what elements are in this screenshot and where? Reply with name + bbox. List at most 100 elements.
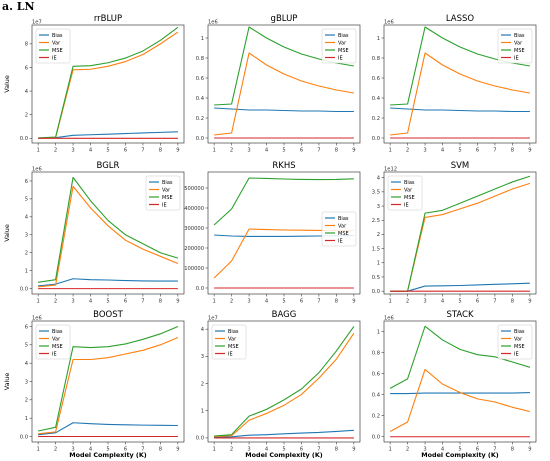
x-tick-label: 8 — [159, 447, 162, 453]
x-tick-label: 7 — [317, 299, 320, 305]
subplot-rkhs: RKHS 0.0 100000 200000 300000 400000 500000 1 2 3… — [184, 161, 361, 305]
axis-multiplier: 1e12 — [384, 167, 397, 173]
legend-label-ie: IE — [338, 55, 343, 61]
x-tick-label: 1 — [212, 447, 215, 453]
y-tick-label: 1 — [25, 268, 28, 274]
x-tick-label: 3 — [247, 447, 250, 453]
x-tick-label: 4 — [441, 447, 445, 453]
legend-label-ie: IE — [162, 202, 167, 208]
y-tick-label: 3.5 — [372, 190, 380, 196]
x-tick-label: 5 — [458, 299, 461, 305]
x-tick-label: 8 — [511, 148, 514, 154]
legend-box — [321, 211, 357, 247]
y-tick-label: 2 — [25, 251, 28, 257]
y-tick-label: 8 — [25, 42, 28, 48]
legend-label-var: Var — [52, 336, 61, 342]
x-tick-label: 3 — [71, 447, 74, 453]
series-line-mse — [38, 176, 179, 283]
series-line-bias — [214, 107, 354, 113]
x-tick-label: 7 — [317, 148, 320, 154]
axis-multiplier: 1e7 — [208, 316, 218, 322]
legend-box — [497, 28, 533, 64]
legend-label-bias: Bias — [162, 180, 173, 186]
y-tick-label: 0.8 — [196, 56, 204, 62]
legend-label-var: Var — [338, 40, 347, 46]
y-tick-label: 200000 — [184, 246, 204, 252]
y-tick-label: 0.0 — [372, 435, 380, 441]
series-line-mse — [38, 26, 179, 139]
y-tick-label: 3 — [377, 204, 380, 210]
x-tick-label: 2 — [54, 447, 57, 453]
y-tick-label: 0.0 — [20, 286, 28, 292]
y-tick-label: 6 — [25, 179, 28, 185]
x-tick-label: 2 — [406, 299, 409, 305]
legend-label-var: Var — [514, 336, 523, 342]
x-tick-label: 6 — [300, 148, 303, 154]
y-tick-label: 0.0 — [20, 434, 28, 440]
x-tick-label: 1 — [36, 447, 39, 453]
y-tick-label: 100000 — [184, 266, 204, 272]
x-tick-label: 4 — [441, 148, 445, 154]
x-tick-label: 1 — [36, 299, 39, 305]
series-line-mse — [213, 177, 354, 226]
subplot-title: BGLR — [97, 161, 120, 171]
y-tick-label: 0.2 — [196, 116, 204, 122]
y-tick-label: 0.0 — [196, 436, 204, 442]
x-tick-label: 7 — [493, 148, 496, 154]
x-tick-label: 9 — [176, 299, 179, 305]
legend-label-bias: Bias — [404, 180, 415, 186]
x-tick-label: 6 — [300, 447, 303, 453]
x-tick-label: 8 — [335, 148, 338, 154]
y-tick-label: 3 — [25, 379, 28, 385]
x-tick-label: 5 — [106, 447, 109, 453]
x-tick-label: 6 — [124, 148, 127, 154]
legend-label-ie: IE — [228, 351, 233, 357]
x-tick-label: 7 — [493, 447, 496, 453]
x-tick-label: 4 — [441, 299, 445, 305]
legend-label-mse: MSE — [514, 344, 525, 350]
series-line-mse — [389, 325, 531, 389]
x-tick-label: 9 — [352, 148, 355, 154]
x-axis-label: Model Complexity (K) — [245, 451, 323, 459]
x-tick-label: 5 — [282, 299, 285, 305]
x-tick-label: 4 — [89, 148, 93, 154]
legend-label-var: Var — [52, 40, 61, 46]
y-tick-label: 2 — [201, 381, 204, 387]
x-tick-label: 3 — [423, 447, 426, 453]
x-tick-label: 2 — [406, 148, 409, 154]
x-tick-label: 6 — [300, 299, 303, 305]
x-tick-label: 3 — [423, 148, 426, 154]
legend-label-var: Var — [338, 223, 347, 229]
legend-label-ie: IE — [404, 202, 409, 208]
series-line-var — [214, 52, 354, 136]
series-line-mse — [37, 325, 179, 432]
y-tick-label: 2 — [377, 232, 380, 238]
legend-box — [211, 324, 247, 360]
y-tick-label: 400000 — [184, 206, 204, 212]
y-tick-label: 4 — [25, 361, 29, 367]
x-tick-label: 3 — [71, 148, 74, 154]
x-tick-label: 9 — [528, 299, 531, 305]
y-tick-label: 1 — [201, 36, 204, 42]
y-tick-label: 1 — [377, 36, 380, 42]
legend-label-var: Var — [514, 40, 523, 46]
y-tick-label: 2 — [25, 398, 28, 404]
y-axis-label: Value — [3, 373, 11, 391]
x-tick-label: 2 — [54, 148, 57, 154]
y-tick-label: 0.6 — [196, 76, 204, 82]
series-line-var — [38, 336, 179, 435]
x-tick-label: 7 — [141, 447, 144, 453]
y-tick-label: 0.4 — [372, 96, 381, 102]
y-axis-label: Value — [3, 75, 11, 93]
y-tick-label: 0.4 — [372, 392, 381, 398]
x-tick-label: 9 — [528, 447, 531, 453]
